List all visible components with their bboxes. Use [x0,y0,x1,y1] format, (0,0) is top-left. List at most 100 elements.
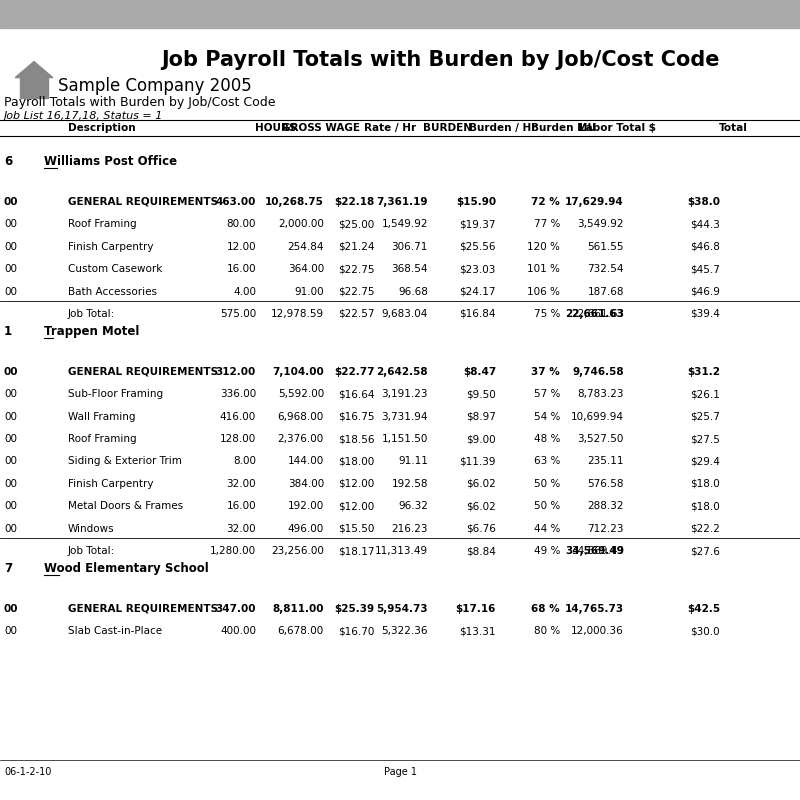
Text: 00: 00 [4,264,17,274]
Text: Metal Doors & Frames: Metal Doors & Frames [68,502,183,511]
Text: 575.00: 575.00 [220,309,256,319]
Text: 8,783.23: 8,783.23 [578,390,624,399]
Text: $9.50: $9.50 [466,390,496,399]
Text: $6.02: $6.02 [466,502,496,511]
Text: $6.02: $6.02 [466,479,496,489]
Text: 91.11: 91.11 [398,457,428,466]
Text: 288.32: 288.32 [587,502,624,511]
Text: 496.00: 496.00 [288,524,324,534]
Text: 2,000.00: 2,000.00 [278,219,324,230]
Text: HOURS: HOURS [254,123,296,133]
Text: $44.3: $44.3 [690,219,720,230]
Text: Finish Carpentry: Finish Carpentry [68,479,154,489]
Text: 216.23: 216.23 [391,524,428,534]
Text: $27.5: $27.5 [690,434,720,444]
Text: 1: 1 [4,325,12,338]
Text: 32.00: 32.00 [226,479,256,489]
Text: 00: 00 [4,524,17,534]
Text: 9,746.58: 9,746.58 [572,367,624,377]
Text: 187.68: 187.68 [587,286,624,297]
Text: GENERAL REQUIREMENTS: GENERAL REQUIREMENTS [68,604,218,614]
Text: 00: 00 [4,367,18,377]
Text: 312.00: 312.00 [216,367,256,377]
Text: $12.00: $12.00 [338,479,374,489]
Text: $45.7: $45.7 [690,264,720,274]
Text: 1,549.92: 1,549.92 [382,219,428,230]
Text: 10,699.94: 10,699.94 [571,412,624,422]
Text: 10,268.75: 10,268.75 [265,197,324,207]
Text: 22,661.63: 22,661.63 [566,309,624,319]
Text: Sample Company 2005: Sample Company 2005 [58,77,251,94]
Text: $19.37: $19.37 [459,219,496,230]
Text: $6.76: $6.76 [466,524,496,534]
Text: Custom Casework: Custom Casework [68,264,162,274]
Text: 00: 00 [4,390,17,399]
Text: $46.9: $46.9 [690,286,720,297]
Text: 7,104.00: 7,104.00 [272,367,324,377]
Text: 732.54: 732.54 [587,264,624,274]
Text: 192.00: 192.00 [288,502,324,511]
Text: Slab Cast-in-Place: Slab Cast-in-Place [68,626,162,636]
Text: 96.68: 96.68 [398,286,428,297]
Text: 12,000.36: 12,000.36 [571,626,624,636]
Text: $25.00: $25.00 [338,219,374,230]
Text: $30.0: $30.0 [690,626,720,636]
Text: Roof Framing: Roof Framing [68,219,137,230]
Text: 3,527.50: 3,527.50 [578,434,624,444]
Text: 3,731.94: 3,731.94 [382,412,428,422]
Text: $31.2: $31.2 [687,367,720,377]
Text: Rate / Hr: Rate / Hr [364,123,416,133]
Text: Sub-Floor Framing: Sub-Floor Framing [68,390,163,399]
Text: Job List 16,17,18, Status = 1: Job List 16,17,18, Status = 1 [4,111,163,121]
Text: 68 %: 68 % [531,604,560,614]
Polygon shape [15,62,53,78]
Text: 12.00: 12.00 [226,242,256,252]
Text: 416.00: 416.00 [220,412,256,422]
Text: 63 %: 63 % [534,457,560,466]
Text: 120 %: 120 % [527,242,560,252]
Text: 2,642.58: 2,642.58 [376,367,428,377]
Text: $22.18: $22.18 [334,197,374,207]
Text: $23.03: $23.03 [460,264,496,274]
Text: $21.24: $21.24 [338,242,374,252]
Text: 712.23: 712.23 [587,524,624,534]
Text: $22.2: $22.2 [690,524,720,534]
Text: 1,280.00: 1,280.00 [210,546,256,556]
Text: $22.77: $22.77 [334,367,374,377]
Text: 192.58: 192.58 [391,479,428,489]
Text: 7,361.19: 7,361.19 [377,197,428,207]
Text: 44 %: 44 % [534,524,560,534]
Text: $26.1: $26.1 [690,390,720,399]
Text: 101 %: 101 % [527,264,560,274]
Text: $24.17: $24.17 [459,286,496,297]
Text: 463.00: 463.00 [216,197,256,207]
Text: $13.31: $13.31 [459,626,496,636]
Text: $16.84: $16.84 [459,309,496,319]
Text: $8.97: $8.97 [466,412,496,422]
Text: Labor Total $: Labor Total $ [579,123,656,133]
Text: $9.00: $9.00 [466,434,496,444]
Text: Page 1: Page 1 [383,767,417,777]
Bar [0,0,800,28]
Text: 128.00: 128.00 [220,434,256,444]
Text: 6: 6 [4,155,12,168]
Text: 00: 00 [4,219,17,230]
Text: 80 %: 80 % [534,626,560,636]
Text: $22.75: $22.75 [338,264,374,274]
Text: Payroll Totals with Burden by Job/Cost Code: Payroll Totals with Burden by Job/Cost C… [4,96,275,109]
Text: 8.00: 8.00 [233,457,256,466]
Text: $18.56: $18.56 [338,434,374,444]
Text: Description: Description [68,123,136,133]
Text: 6,968.00: 6,968.00 [278,412,324,422]
Text: 1,151.50: 1,151.50 [382,434,428,444]
Text: GENERAL REQUIREMENTS: GENERAL REQUIREMENTS [68,367,218,377]
Text: 17,629.94: 17,629.94 [566,197,624,207]
Text: Wall Framing: Wall Framing [68,412,135,422]
Text: $46.8: $46.8 [690,242,720,252]
Text: $22.75: $22.75 [338,286,374,297]
Text: $18.0: $18.0 [690,502,720,511]
Text: $38.0: $38.0 [687,197,720,207]
Text: $22.57: $22.57 [338,309,374,319]
Text: 00: 00 [4,502,17,511]
Text: 80.00: 80.00 [226,219,256,230]
